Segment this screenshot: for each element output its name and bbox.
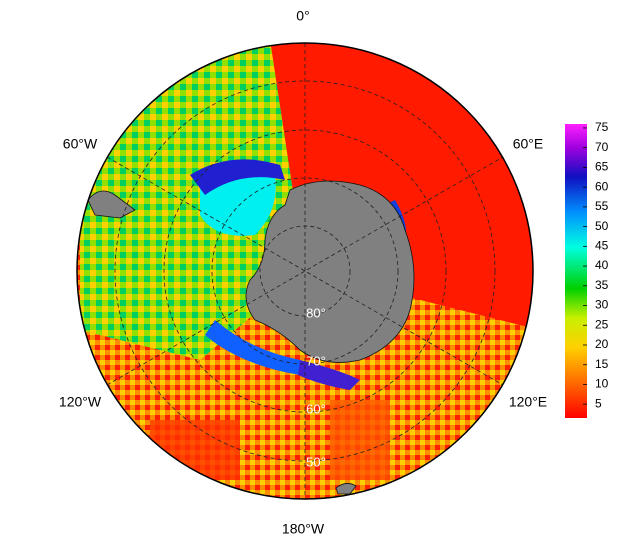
colorbar-tick-label: 55: [595, 199, 609, 213]
graticule: [106, 43, 504, 499]
lon-label: 120°E: [509, 394, 547, 410]
lon-label: 120°W: [59, 394, 102, 410]
south-america: [87, 190, 136, 219]
colorbar-tick-label: 5: [595, 396, 602, 410]
new-zealand: [335, 483, 357, 495]
colorbar-tick-label: 30: [595, 298, 609, 312]
colorbar-tick-label: 65: [595, 160, 609, 174]
lon-label: 60°E: [513, 136, 544, 152]
colorbar-tick-label: 40: [595, 258, 609, 272]
lon-label: 0°: [296, 8, 309, 24]
colorbar-tick-label: 15: [595, 357, 609, 371]
colorbar-tick-label: 20: [595, 337, 609, 351]
lat-label: 60°: [306, 401, 326, 416]
lat-label: 70°: [306, 353, 326, 368]
lat-label: 80°: [306, 305, 326, 320]
colorbar-tick-label: 50: [595, 219, 609, 233]
colorbar-tick-label: 70: [595, 140, 609, 154]
lon-label: 60°W: [63, 136, 98, 152]
lon-label: 180°W: [282, 521, 325, 537]
lat-label: 50°: [306, 454, 326, 469]
colorbar-tick-label: 75: [595, 120, 609, 134]
colorbar-tick-label: 10: [595, 377, 609, 391]
map-border: [76, 42, 534, 500]
colorbar-tick-label: 25: [595, 317, 609, 331]
colorbar-ramp: [565, 124, 587, 418]
colorbar-tick-label: 60: [595, 179, 609, 193]
colorbar-tick-label: 45: [595, 239, 609, 253]
colorbar: 5 10 15 20 25 30 35 40 45 50 55 60 65 70 75: [565, 120, 609, 418]
colorbar-tick-label: 35: [595, 278, 609, 292]
